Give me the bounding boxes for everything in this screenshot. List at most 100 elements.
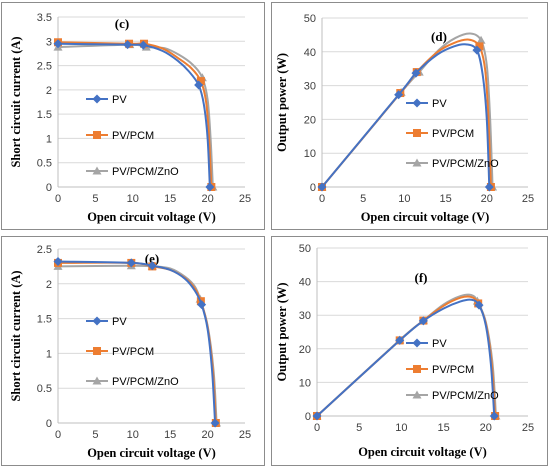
x-tick-label: 0 xyxy=(55,429,61,441)
panel-label: (c) xyxy=(115,16,129,31)
y-tick-label: 0.5 xyxy=(37,383,52,395)
legend-entry: PV/PCM xyxy=(406,364,474,376)
y-tick-label: 50 xyxy=(304,13,316,25)
series-pv xyxy=(53,39,215,192)
legend-entry: PV/PCM xyxy=(406,128,474,140)
legend-entry: PV/PCM xyxy=(86,130,154,142)
y-tick-label: 0 xyxy=(310,182,316,194)
panel-d: 0 10 20 30 40 50 0 5 10 15 20 25 Open circuit voltag… xyxy=(271,2,548,230)
legend-label: PV/PCM xyxy=(432,364,474,376)
legend-marker xyxy=(92,166,102,175)
data-point xyxy=(196,77,205,86)
legend-label: PV xyxy=(432,338,447,350)
panel-label: (e) xyxy=(145,251,159,266)
y-tick-label: 1.5 xyxy=(37,109,52,121)
x-tick-label: 10 xyxy=(127,429,139,441)
y-tick-label: 1 xyxy=(46,348,52,360)
y-tick-label: 1 xyxy=(46,133,52,145)
series-line xyxy=(57,41,213,188)
y-tick-label: 30 xyxy=(299,310,311,322)
legend-label: PV xyxy=(432,98,447,110)
panel-label: (d) xyxy=(431,29,447,44)
y-tick-label: 2.5 xyxy=(37,244,52,256)
panel-label: (f) xyxy=(415,270,428,285)
x-tick-label: 20 xyxy=(480,422,492,434)
legend-entry: PV/PCM/ZnO xyxy=(406,390,499,402)
x-tick-label: 25 xyxy=(522,422,534,434)
data-point xyxy=(411,68,421,78)
data-point xyxy=(418,316,428,326)
data-point xyxy=(472,45,482,55)
data-point xyxy=(489,411,499,421)
x-axis-title: Open circuit voltage (V) xyxy=(87,210,216,224)
data-point xyxy=(194,80,204,90)
series-pv xyxy=(312,298,499,421)
legend-marker xyxy=(412,390,422,399)
x-axis-title: Open circuit voltage (V) xyxy=(358,445,487,459)
chart-f: 0 10 20 30 40 50 0 5 10 15 20 25 Open circuit voltag… xyxy=(275,243,534,459)
x-axis-title: Open circuit voltage (V) xyxy=(361,210,490,224)
x-tick-label: 25 xyxy=(239,429,251,441)
y-tick-label: 20 xyxy=(304,114,316,126)
y-tick-label: 10 xyxy=(299,377,311,389)
legend-label: PV/PCM xyxy=(112,346,154,358)
series-line xyxy=(321,43,491,188)
data-point xyxy=(53,39,63,49)
legend-label: PV/PCM xyxy=(112,130,154,142)
legend-marker xyxy=(93,131,101,139)
y-tick-label: 50 xyxy=(299,243,311,255)
y-tick-label: 40 xyxy=(304,47,316,59)
data-point xyxy=(53,257,63,267)
y-tick-label: 30 xyxy=(304,81,316,93)
x-tick-label: 15 xyxy=(437,422,449,434)
x-tick-label: 15 xyxy=(439,193,451,205)
x-tick-label: 5 xyxy=(92,193,98,205)
y-tick-label: 1.5 xyxy=(37,314,52,326)
legend-label: PV/PCM/ZnO xyxy=(112,376,179,388)
data-point xyxy=(123,40,133,50)
y-tick-label: 0 xyxy=(46,182,52,194)
y-axis-title: Output power (W) xyxy=(275,282,289,381)
chart-d: 0 10 20 30 40 50 0 5 10 15 20 25 Open circuit voltag… xyxy=(275,13,534,224)
x-tick-label: 5 xyxy=(360,193,366,205)
x-tick-label: 25 xyxy=(239,193,251,205)
legend-entry: PV xyxy=(86,316,127,328)
legend-label: PV/PCM/ZnO xyxy=(432,158,499,170)
data-point xyxy=(197,300,207,310)
series-line xyxy=(57,260,217,424)
x-tick-label: 20 xyxy=(201,429,213,441)
x-tick-label: 15 xyxy=(164,429,176,441)
x-axis-title: Open circuit voltage (V) xyxy=(87,446,216,460)
data-point xyxy=(138,40,148,50)
x-tick-label: 5 xyxy=(356,422,362,434)
legend-entry: PV/PCM xyxy=(86,346,154,358)
y-tick-label: 2 xyxy=(46,279,52,291)
y-tick-label: 10 xyxy=(304,148,316,160)
data-point xyxy=(205,182,215,192)
legend-marker xyxy=(412,98,422,108)
series-pv xyxy=(53,257,220,428)
y-tick-label: 20 xyxy=(299,344,311,356)
legend-marker xyxy=(412,338,422,348)
legend-label: PV xyxy=(112,94,127,106)
x-tick-label: 10 xyxy=(127,193,139,205)
y-tick-label: 3.5 xyxy=(37,12,52,24)
y-axis-title: Output power (W) xyxy=(275,53,289,152)
x-tick-label: 10 xyxy=(398,193,410,205)
legend-label: PV/PCM xyxy=(432,128,474,140)
y-tick-label: 0.5 xyxy=(37,158,52,170)
data-point xyxy=(126,258,136,268)
legend-entry: PV/PCM/ZnO xyxy=(86,376,179,388)
y-axis-title: Short circuit current (A) xyxy=(9,36,23,167)
x-tick-label: 10 xyxy=(395,422,407,434)
legend-label: PV/PCM/ZnO xyxy=(112,166,179,178)
y-tick-label: 3 xyxy=(46,36,52,48)
x-tick-label: 0 xyxy=(319,193,325,205)
x-tick-label: 5 xyxy=(92,429,98,441)
legend-marker xyxy=(92,376,102,385)
legend-entry: PV/PCM/ZnO xyxy=(406,158,499,170)
legend-marker xyxy=(413,365,421,373)
data-point xyxy=(394,90,404,100)
y-tick-label: 0 xyxy=(46,418,52,430)
legend-entry: PV xyxy=(406,338,447,350)
